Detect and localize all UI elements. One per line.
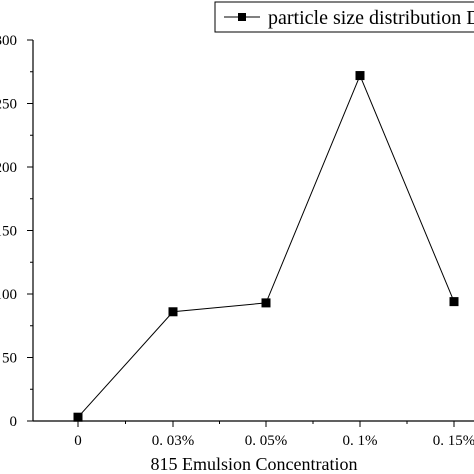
x-tick-label: 0. 03% [152,433,195,449]
y-tick-label: 100 [0,287,17,303]
x-tick-label: 0. 15% [433,433,474,449]
data-point [355,71,365,81]
data-point [261,298,271,308]
x-tick-label: 0 [74,433,82,449]
series-group [73,71,459,422]
data-point [449,297,459,307]
x-axis-title: 815 Emulsion Concentration [151,454,358,474]
y-tick-label: 150 [0,224,17,240]
data-point [73,412,83,422]
y-tick-label: 50 [2,351,17,367]
x-tick-label: 0. 05% [245,433,288,449]
legend-marker [238,13,246,21]
x-tick-label: 0. 1% [343,433,378,449]
data-point [168,307,178,317]
axes: 0 50 100 150 200 250 300 0 0. 03% 0. 05% 0. 1% 0. 1… [0,33,474,449]
y-tick-label: 200 [0,160,17,176]
y-tick-label: 300 [0,33,17,49]
y-tick-label: 0 [10,414,18,430]
y-tick-label: 250 [0,97,17,113]
legend: particle size distribution D [214,1,474,33]
legend-label: particle size distribution D [268,7,474,29]
series-line [77,74,455,418]
